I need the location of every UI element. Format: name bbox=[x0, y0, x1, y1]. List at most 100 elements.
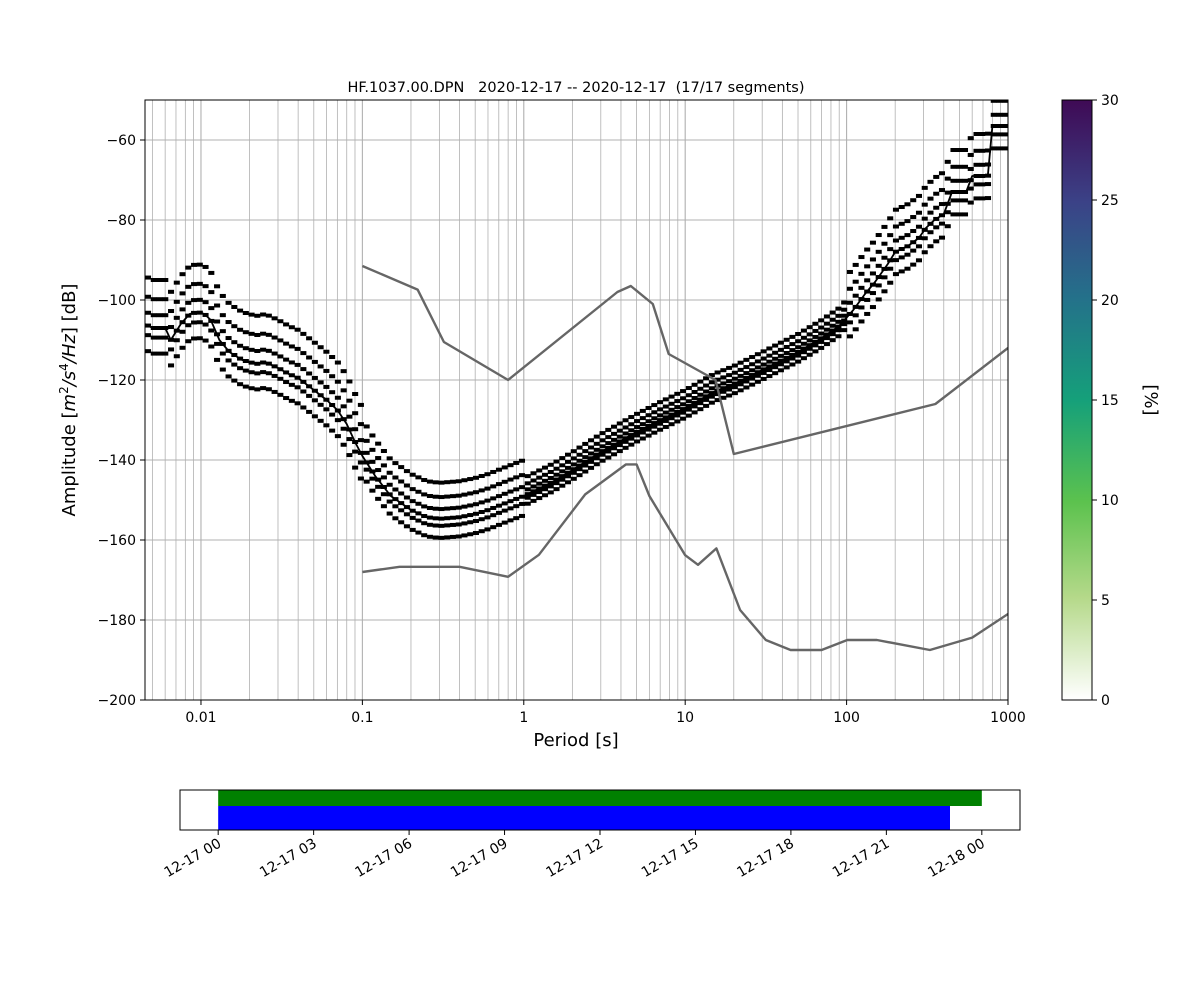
heatmap-cell bbox=[743, 379, 750, 384]
heatmap-cell bbox=[852, 327, 859, 332]
heatmap-cell bbox=[179, 345, 186, 350]
heatmap-cell bbox=[933, 174, 940, 179]
heatmap-cell bbox=[317, 380, 324, 385]
heatmap-cell bbox=[858, 271, 865, 276]
colorbar-tick-label: 20 bbox=[1101, 293, 1119, 309]
heatmap-cell bbox=[340, 388, 347, 393]
heatmap-cell bbox=[766, 346, 773, 351]
heatmap-cell bbox=[191, 336, 198, 341]
heatmap-cell bbox=[490, 469, 497, 474]
heatmap-cell bbox=[662, 410, 669, 415]
heatmap-cell bbox=[967, 152, 974, 157]
heatmap-cell bbox=[536, 490, 543, 495]
heatmap-cell bbox=[168, 289, 175, 294]
x-axis-ticks: 0.01 0.1 1 10 100 1000 bbox=[185, 700, 1026, 726]
heatmap-cell bbox=[196, 336, 203, 341]
colorbar-ticks: 0 5 10 15 20 25 30 bbox=[1092, 93, 1119, 709]
heatmap-cell bbox=[875, 249, 882, 254]
heatmap-cell bbox=[168, 309, 175, 314]
heatmap-cell bbox=[369, 447, 376, 452]
heatmap-cell bbox=[518, 485, 526, 490]
heatmap-cell bbox=[800, 328, 807, 333]
heatmap-cell bbox=[426, 479, 433, 484]
heatmap-cell bbox=[455, 479, 462, 484]
heatmap-cell bbox=[691, 395, 698, 400]
heatmap-cell bbox=[703, 403, 710, 408]
heatmap-cell bbox=[789, 334, 796, 339]
heatmap-cell bbox=[363, 467, 370, 472]
heatmap-cell bbox=[524, 495, 531, 500]
heatmap-cell bbox=[789, 342, 796, 347]
heatmap-cell bbox=[265, 332, 272, 337]
heatmap-cell bbox=[265, 348, 272, 353]
heatmap-cell bbox=[858, 305, 865, 310]
heatmap-cell bbox=[386, 482, 393, 487]
heatmap-cell bbox=[311, 359, 318, 364]
heatmap-cell bbox=[214, 284, 221, 289]
heatmap-cell bbox=[639, 436, 646, 441]
heatmap-cell bbox=[593, 456, 600, 461]
timeline-panel: 12-17 00 12-17 03 12-17 06 12-17 09 12-17 12… bbox=[162, 789, 1021, 881]
heatmap-cell bbox=[467, 477, 474, 482]
heatmap-cell bbox=[927, 244, 934, 249]
heatmap-cell bbox=[300, 331, 307, 336]
heatmap-cell bbox=[421, 504, 428, 509]
heatmap-cell bbox=[559, 477, 566, 482]
heatmap-cell bbox=[260, 347, 267, 352]
heatmap-cell bbox=[202, 338, 209, 343]
heatmap-cell bbox=[611, 452, 618, 457]
heatmap-cell bbox=[818, 331, 825, 336]
heatmap-cell bbox=[208, 306, 215, 311]
heatmap-cell bbox=[306, 393, 313, 398]
heatmap-cell bbox=[323, 349, 330, 354]
heatmap-cell bbox=[536, 468, 543, 473]
heatmap-cell bbox=[162, 313, 169, 318]
heatmap-cell bbox=[369, 476, 376, 481]
heatmap-cell bbox=[185, 300, 192, 305]
heatmap-cell bbox=[564, 459, 572, 464]
heatmap-cell bbox=[645, 427, 652, 432]
heatmap-cell bbox=[576, 473, 583, 478]
heatmap-cell bbox=[662, 418, 669, 423]
heatmap-cell bbox=[766, 368, 773, 373]
heatmap-cell bbox=[691, 382, 698, 387]
heatmap-cell bbox=[490, 513, 497, 518]
heatmap-cell bbox=[956, 178, 963, 183]
heatmap-cell bbox=[541, 465, 549, 470]
heatmap-cell bbox=[559, 469, 566, 474]
heatmap-cell bbox=[973, 182, 980, 187]
heatmap-cell bbox=[375, 441, 382, 446]
heatmap-cell bbox=[329, 428, 336, 433]
y-label-suffix: ] [dB] bbox=[59, 284, 80, 335]
heatmap-cell bbox=[1002, 146, 1008, 151]
heatmap-cell bbox=[651, 430, 658, 435]
heatmap-cell bbox=[260, 312, 267, 317]
heatmap-cell bbox=[421, 521, 428, 526]
heatmap-cell bbox=[588, 451, 595, 456]
heatmap-cell bbox=[311, 340, 318, 345]
heatmap-cell bbox=[904, 252, 911, 257]
heatmap-cell bbox=[444, 506, 451, 511]
heatmap-cell bbox=[933, 205, 940, 210]
heatmap-cell bbox=[869, 291, 876, 296]
heatmap-cell bbox=[657, 421, 664, 426]
heatmap-cell bbox=[708, 373, 715, 378]
heatmap-cell bbox=[691, 389, 698, 394]
heatmap-cell bbox=[961, 148, 969, 152]
heatmap-cell bbox=[311, 398, 318, 403]
heatmap-cell bbox=[783, 350, 790, 355]
heatmap-cell bbox=[737, 373, 744, 378]
x-tick-label: 1 bbox=[519, 710, 528, 726]
heatmap-cell bbox=[921, 216, 928, 221]
heatmap-cell bbox=[991, 82, 997, 86]
heatmap-cell bbox=[749, 368, 756, 373]
heatmap-cell bbox=[386, 470, 393, 475]
heatmap-cell bbox=[956, 148, 963, 152]
heatmap-cell bbox=[248, 347, 255, 352]
heatmap-cell bbox=[772, 343, 779, 348]
heatmap-cell bbox=[214, 341, 221, 346]
heatmap-cell bbox=[265, 387, 272, 392]
heatmap-cell bbox=[777, 362, 784, 367]
colorbar-tick-label: 10 bbox=[1101, 493, 1119, 509]
